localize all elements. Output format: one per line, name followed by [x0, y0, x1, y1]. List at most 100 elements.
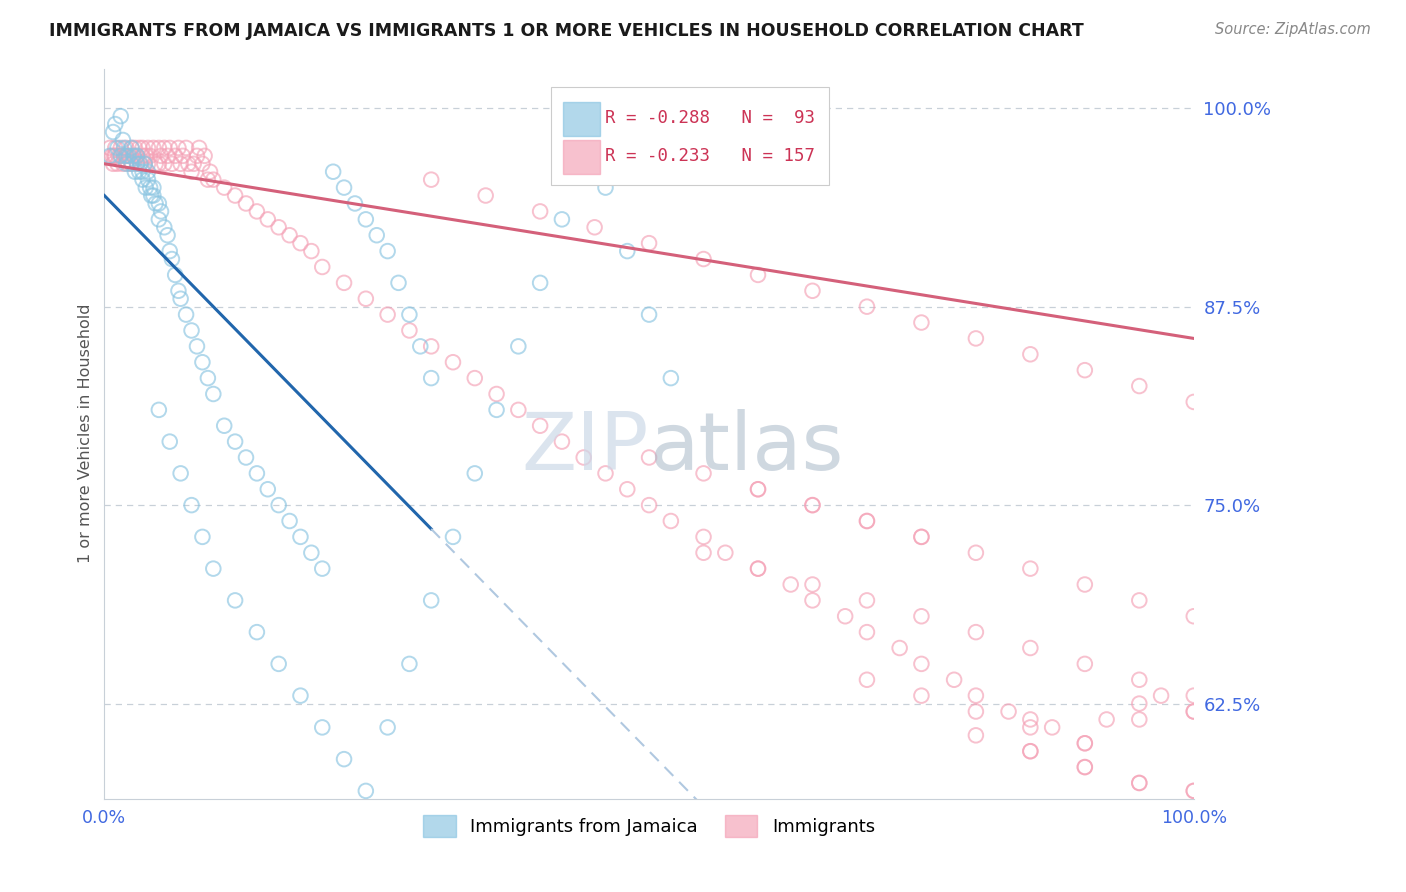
Point: [377, 308, 399, 322]
Point: [572, 450, 595, 465]
Point: [131, 141, 153, 155]
Point: [169, 157, 191, 171]
Point: [638, 450, 661, 465]
Point: [616, 244, 638, 259]
Point: [224, 434, 246, 449]
Point: [420, 172, 443, 186]
Point: [107, 157, 129, 171]
Point: [333, 276, 356, 290]
Point: [1128, 379, 1150, 393]
Point: [1182, 705, 1205, 719]
Point: [194, 149, 217, 163]
Point: [148, 402, 170, 417]
Point: [112, 141, 135, 155]
Point: [910, 530, 932, 544]
Point: [387, 276, 409, 290]
Point: [1019, 713, 1042, 727]
Point: [616, 482, 638, 496]
Point: [508, 339, 530, 353]
Point: [115, 149, 138, 163]
Point: [508, 402, 530, 417]
Point: [191, 355, 214, 369]
Point: [103, 149, 125, 163]
Point: [112, 149, 135, 163]
Point: [121, 141, 143, 155]
Point: [131, 172, 153, 186]
Point: [246, 204, 269, 219]
Point: [202, 172, 225, 186]
Point: [551, 434, 574, 449]
Point: [1019, 744, 1042, 758]
Point: [659, 514, 682, 528]
Point: [572, 149, 595, 163]
Point: [224, 593, 246, 607]
Point: [354, 212, 377, 227]
Point: [224, 188, 246, 202]
Point: [1182, 705, 1205, 719]
Point: [354, 784, 377, 798]
Point: [747, 561, 769, 575]
Text: atlas: atlas: [650, 409, 844, 487]
Point: [747, 561, 769, 575]
Point: [110, 149, 132, 163]
Point: [1074, 657, 1097, 671]
Point: [124, 141, 146, 155]
Point: [124, 165, 146, 179]
Text: R = -0.288   N =  93: R = -0.288 N = 93: [606, 109, 815, 128]
Point: [1182, 395, 1205, 409]
Point: [107, 141, 129, 155]
Point: [125, 149, 148, 163]
Point: [290, 530, 312, 544]
Point: [638, 236, 661, 251]
Point: [110, 109, 132, 123]
Point: [965, 728, 987, 742]
Point: [212, 180, 235, 194]
Point: [256, 482, 278, 496]
Point: [156, 149, 179, 163]
Point: [343, 196, 366, 211]
Point: [115, 149, 138, 163]
Point: [464, 371, 486, 385]
Point: [125, 157, 148, 171]
Point: [714, 546, 737, 560]
Point: [125, 157, 148, 171]
Y-axis label: 1 or more Vehicles in Household: 1 or more Vehicles in Household: [79, 304, 93, 564]
Point: [131, 165, 153, 179]
Point: [1074, 760, 1097, 774]
Legend: Immigrants from Jamaica, Immigrants: Immigrants from Jamaica, Immigrants: [416, 808, 882, 845]
Point: [551, 212, 574, 227]
Point: [889, 640, 911, 655]
Point: [1095, 713, 1118, 727]
Point: [801, 498, 824, 512]
Point: [107, 149, 129, 163]
Point: [464, 467, 486, 481]
Text: Source: ZipAtlas.com: Source: ZipAtlas.com: [1215, 22, 1371, 37]
Point: [1019, 561, 1042, 575]
Point: [801, 284, 824, 298]
Point: [1182, 784, 1205, 798]
Point: [311, 720, 333, 734]
Point: [202, 561, 225, 575]
Point: [354, 292, 377, 306]
Point: [142, 180, 165, 194]
Point: [529, 204, 551, 219]
Point: [267, 657, 290, 671]
Point: [104, 141, 127, 155]
Point: [148, 157, 170, 171]
Point: [267, 220, 290, 235]
Point: [965, 625, 987, 640]
Point: [1182, 689, 1205, 703]
Point: [322, 165, 344, 179]
Point: [110, 149, 132, 163]
Point: [160, 252, 183, 266]
Point: [136, 157, 159, 171]
Point: [153, 141, 176, 155]
Point: [801, 577, 824, 591]
Point: [420, 593, 443, 607]
Point: [692, 530, 714, 544]
Point: [177, 157, 200, 171]
Point: [111, 157, 134, 171]
Point: [142, 188, 165, 202]
Point: [142, 141, 165, 155]
Point: [583, 220, 606, 235]
